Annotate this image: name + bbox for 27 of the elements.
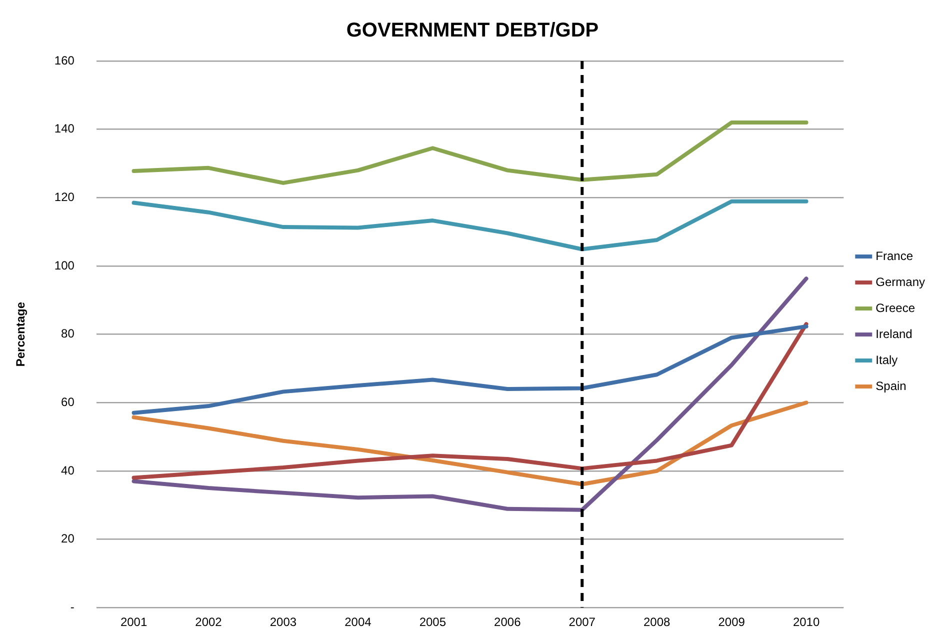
x-tick-label: 2002 xyxy=(195,615,222,630)
y-tick-label: 20 xyxy=(61,532,75,546)
legend-label: Ireland xyxy=(876,326,912,341)
x-tick-label: 2008 xyxy=(643,615,671,630)
y-tick-label: 80 xyxy=(61,326,75,341)
y-tick-label: 120 xyxy=(54,190,75,204)
y-tick-label: - xyxy=(70,600,74,614)
x-tick-label: 2003 xyxy=(270,615,297,630)
y-tick-label: 160 xyxy=(54,53,75,68)
legend-label: Greece xyxy=(876,300,916,315)
legend-label: Italy xyxy=(876,352,898,367)
legend-label: Spain xyxy=(876,378,906,393)
y-tick-label: 140 xyxy=(54,122,75,136)
x-tick-label: 2007 xyxy=(568,615,596,630)
y-tick-label: 60 xyxy=(61,394,75,409)
legend-label: France xyxy=(876,248,914,263)
x-tick-label: 2004 xyxy=(344,615,372,630)
chart-title: GOVERNMENT DEBT/GDP xyxy=(346,20,599,42)
y-tick-label: 100 xyxy=(54,258,75,272)
x-tick-label: 2001 xyxy=(120,615,148,630)
x-tick-label: 2010 xyxy=(792,615,820,630)
y-tick-label: 40 xyxy=(61,463,75,478)
x-tick-label: 2006 xyxy=(494,615,522,630)
legend-label: Germany xyxy=(876,274,926,289)
y-axis-title: Percentage xyxy=(14,302,28,367)
x-tick-label: 2005 xyxy=(419,615,446,630)
x-tick-label: 2009 xyxy=(718,615,746,630)
